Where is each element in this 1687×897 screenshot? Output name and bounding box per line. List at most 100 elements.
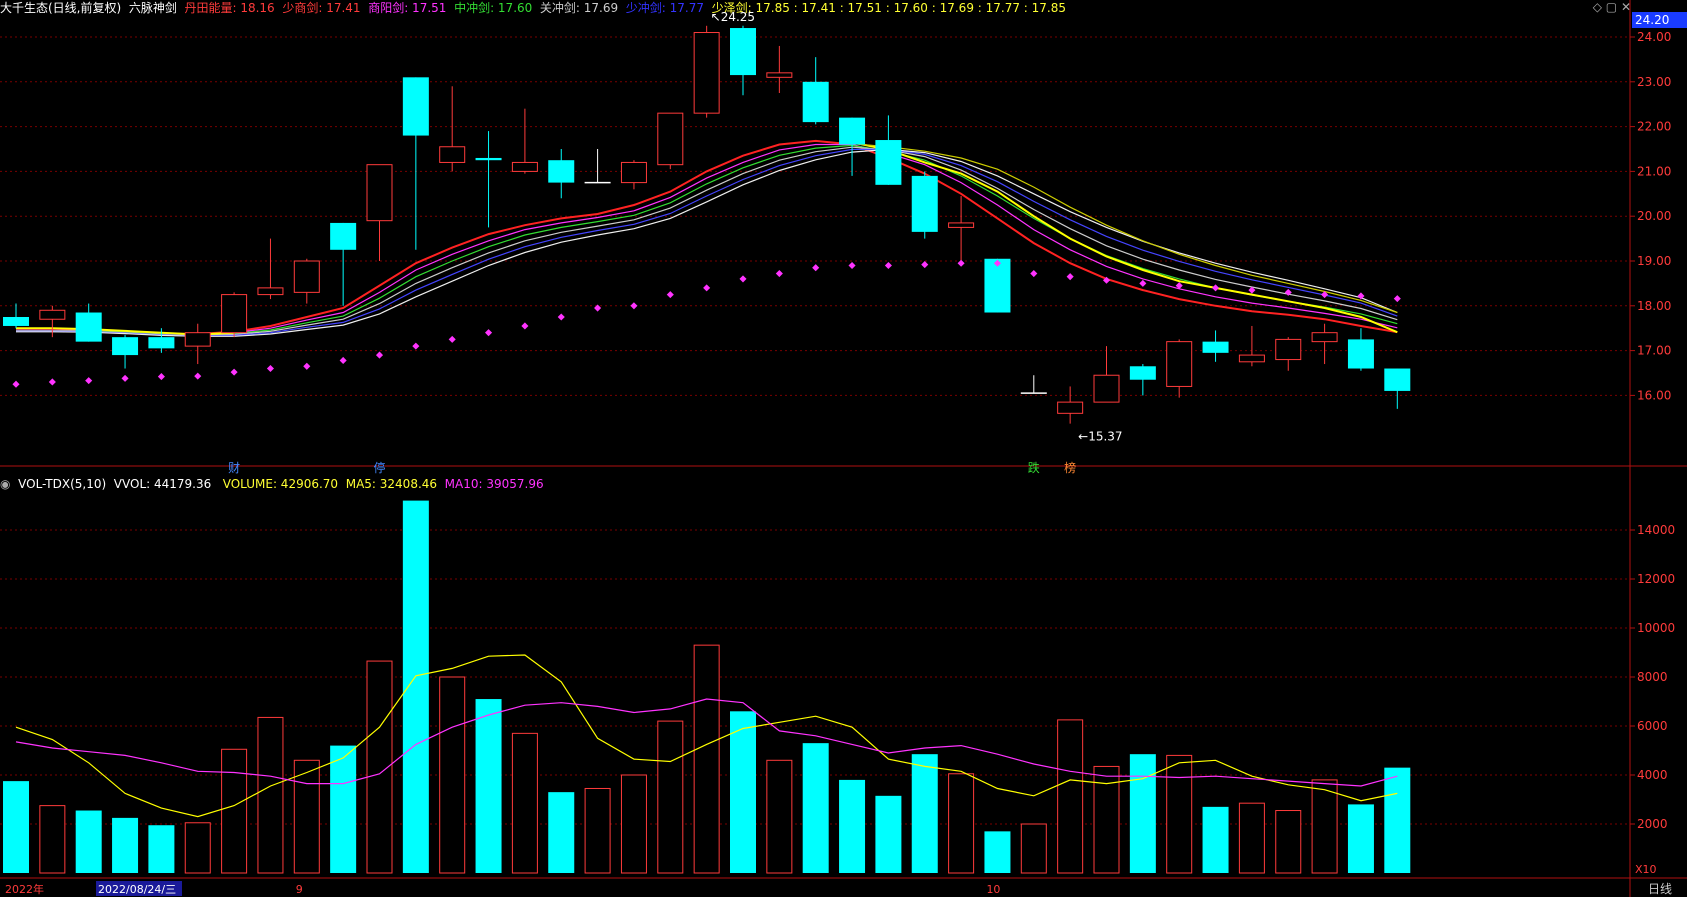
- volume-bar: [439, 676, 466, 874]
- volume-bar: [802, 743, 829, 873]
- volume-bar: [511, 732, 538, 874]
- volume-bar: [839, 779, 866, 873]
- event-marker: 财: [228, 461, 240, 475]
- candle-body: [221, 294, 248, 334]
- candle-body: [1202, 341, 1229, 353]
- ma-line-4: [16, 148, 1398, 337]
- candle-body: [1384, 368, 1411, 391]
- sar-dot: [1066, 273, 1074, 281]
- candle-body: [875, 140, 902, 185]
- sar-dot: [1393, 295, 1401, 303]
- collapse-icon[interactable]: ◉: [0, 477, 11, 491]
- ma10-value: MA10: 39057.96: [444, 477, 544, 491]
- cursor-date-label: 2022/08/24/三: [98, 883, 176, 896]
- sar-dot: [303, 362, 311, 370]
- volume-bar: [1275, 810, 1302, 874]
- sar-dot: [266, 364, 274, 373]
- vvol-value: VVOL: 44179.36: [113, 477, 212, 491]
- candle-body: [257, 287, 284, 296]
- volume-tick-label: 14000: [1637, 523, 1675, 537]
- candle-body: [293, 260, 320, 293]
- volume-bar: [984, 831, 1011, 873]
- sar-dot: [157, 373, 165, 381]
- price-tick-label: 16.00: [1637, 388, 1671, 402]
- sar-dot: [12, 380, 20, 388]
- sar-dot: [739, 275, 747, 283]
- candle-body: [548, 160, 575, 183]
- volume-bar: [620, 774, 647, 874]
- candle-body: [3, 317, 29, 326]
- diamond-icon[interactable]: ◇: [1592, 0, 1602, 14]
- candle-body: [184, 332, 211, 347]
- ma5-value: MA5: 32408.46: [345, 477, 438, 491]
- sar-dot: [85, 377, 93, 385]
- sar-dot: [121, 374, 129, 382]
- candle-body: [366, 164, 393, 222]
- volume-tick-label: 8000: [1637, 670, 1668, 684]
- volume-bar: [548, 792, 575, 873]
- indicator-value-6: 少泽剑: 17.85 : 17.41 : 17.51 : 17.60 : 17.…: [711, 1, 1067, 15]
- sar-dot: [594, 304, 602, 312]
- event-marker: 跌: [1028, 460, 1040, 475]
- window-icon[interactable]: ▢: [1605, 0, 1618, 14]
- stock-title: 大千生态(日线,前复权): [0, 1, 122, 15]
- ma-line-3: [16, 146, 1398, 337]
- sar-dot: [921, 261, 929, 269]
- sar-dot: [339, 356, 347, 364]
- window-controls: ◇ ▢ ✕: [1593, 0, 1631, 14]
- candle-body: [148, 337, 175, 349]
- volume-bar: [1166, 754, 1193, 874]
- price-tick-label: 24.00: [1637, 30, 1671, 44]
- sar-dot: [775, 270, 783, 278]
- candle-body: [693, 32, 720, 114]
- volume-bar: [1384, 767, 1411, 873]
- volume-bar: [148, 825, 175, 873]
- volume-tick-label: 4000: [1637, 768, 1668, 782]
- extreme-annotation: ↖24.25: [711, 10, 755, 24]
- event-marker: 榜: [1064, 460, 1076, 475]
- candle-body: [1238, 354, 1265, 363]
- indicator-value-3: 中冲剑: 17.60: [454, 1, 533, 15]
- price-header: 大千生态(日线,前复权) 六脉神剑 丹田能量: 18.16 少商剑: 17.41…: [0, 0, 1066, 16]
- event-marker: 停: [374, 460, 386, 475]
- time-axis-label: 10: [986, 883, 1000, 896]
- volume-bar: [184, 822, 211, 874]
- indicator-value-5: 少冲剑: 17.77: [625, 1, 704, 15]
- volume-bar: [75, 810, 102, 873]
- candle-body: [1311, 332, 1338, 343]
- price-tick-label: 19.00: [1637, 254, 1671, 268]
- candle-body: [1347, 339, 1374, 369]
- indicator-value-0: 丹田能量: 18.16: [184, 1, 275, 15]
- volume-bar: [1311, 779, 1338, 874]
- candle-body: [911, 175, 938, 232]
- volume-bar: [657, 720, 684, 874]
- sar-dot: [48, 378, 56, 386]
- volume-bar: [1020, 823, 1047, 874]
- volume-header: ◉ VOL-TDX(5,10) VVOL: 44179.36 VOLUME: 4…: [0, 476, 544, 492]
- volume-ma10-line: [15, 698, 1398, 787]
- sar-dot: [1212, 284, 1220, 292]
- candle-body: [402, 77, 429, 136]
- sar-dot: [630, 302, 638, 310]
- candle-body: [330, 222, 357, 250]
- candle-body: [730, 28, 756, 76]
- volume-bar: [1347, 804, 1374, 873]
- indicator-value-1: 少商剑: 17.41: [282, 1, 361, 15]
- volume-bar: [330, 745, 357, 873]
- sar-dot: [557, 313, 565, 321]
- volume-tick-label: 12000: [1637, 572, 1675, 586]
- volume-bar: [693, 644, 720, 874]
- vol-name: VOL-TDX(5,10): [18, 477, 107, 491]
- close-icon[interactable]: ✕: [1620, 0, 1631, 14]
- volume-bar: [730, 711, 756, 873]
- candle-body: [839, 117, 866, 145]
- zoom-corner-label: X10: [1635, 863, 1657, 876]
- price-tick-label: 18.00: [1637, 299, 1671, 313]
- sar-dot: [812, 264, 820, 272]
- candle-body: [475, 157, 502, 161]
- volume-bar: [475, 699, 502, 873]
- sar-dot: [848, 261, 856, 270]
- volume-bar: [112, 817, 139, 873]
